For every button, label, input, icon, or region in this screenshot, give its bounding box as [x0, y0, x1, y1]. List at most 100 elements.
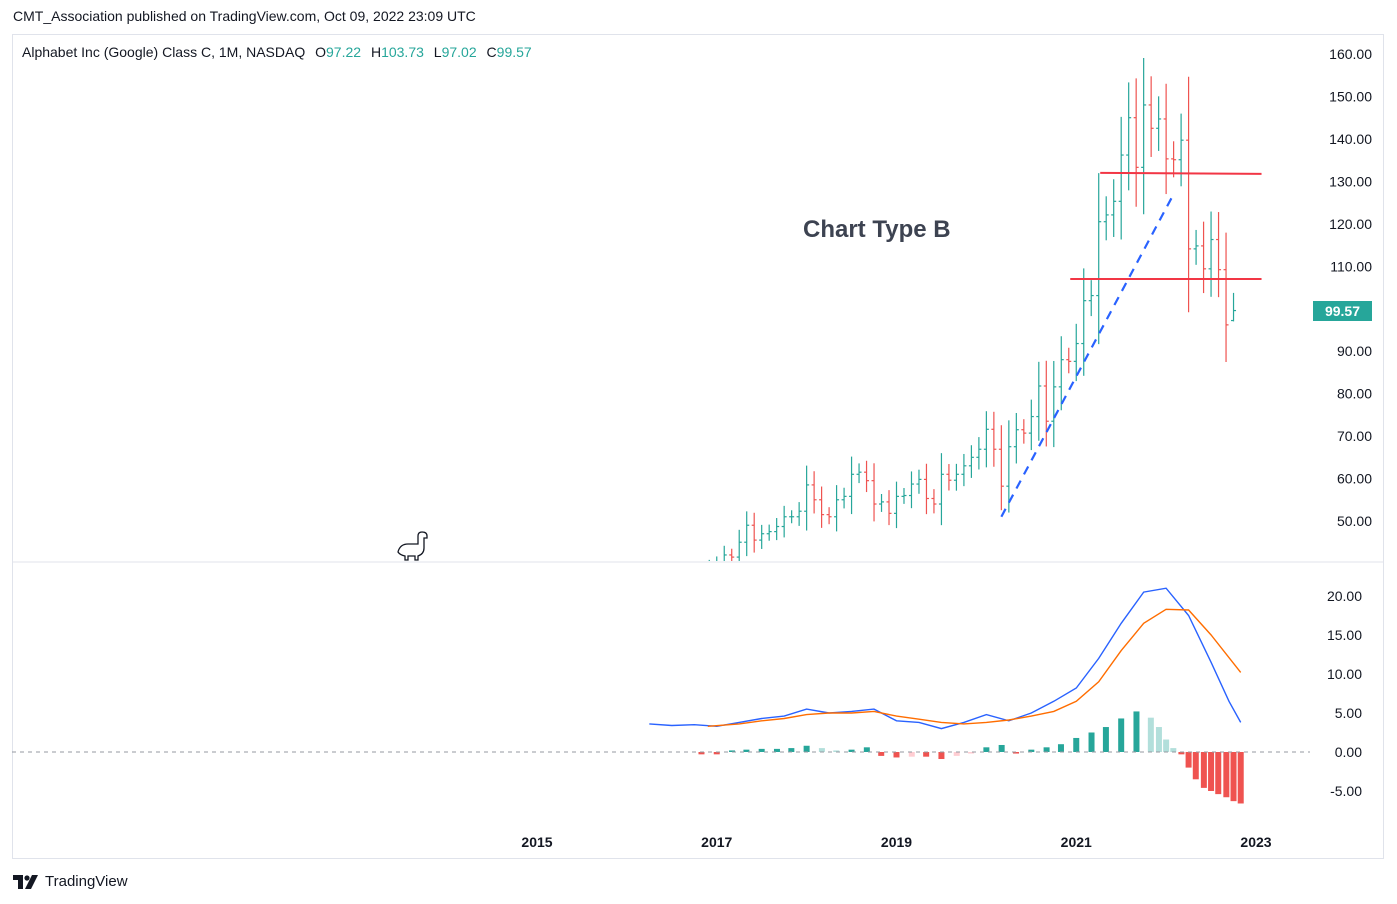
ohlc-bar — [819, 486, 825, 528]
ohlc-bar — [991, 411, 997, 467]
ohlc-bar — [961, 453, 967, 487]
ohlc-bar — [841, 487, 847, 509]
time-axis-tick: 2017 — [701, 834, 732, 850]
time-axis-tick: 2015 — [521, 834, 552, 850]
ohlc-bar — [983, 411, 989, 468]
ohlc-bar — [931, 489, 937, 514]
macd-histogram-bar — [1155, 727, 1162, 752]
ohlc-bar — [1103, 196, 1109, 241]
macd-histogram-bar — [1185, 752, 1192, 768]
price-axis-tick: 80.00 — [1337, 386, 1372, 402]
ohlc-bar — [716, 556, 718, 561]
signal-line — [707, 608, 1242, 727]
ohlc-bar — [976, 437, 982, 470]
price-axis-tick: 120.00 — [1329, 216, 1372, 232]
ohlc-bar — [879, 493, 885, 512]
ohlc-bar — [1223, 232, 1229, 362]
macd-line — [649, 587, 1242, 730]
macd-histogram-bar — [1013, 752, 1020, 754]
chart-annotation-text[interactable]: Chart Type B — [803, 216, 951, 243]
macd-histogram — [698, 711, 1244, 804]
macd-histogram-bar — [878, 752, 885, 756]
ohlc-bar — [938, 453, 944, 526]
macd-histogram-bar — [1208, 752, 1215, 791]
ohlc-bar — [1208, 211, 1214, 297]
ohlc-bar — [1081, 268, 1087, 376]
ohlc-bar — [1096, 173, 1102, 345]
ohlc-bar — [834, 485, 840, 532]
footer-brand[interactable]: TradingView — [13, 873, 128, 890]
ohlc-bar — [1163, 83, 1169, 195]
macd-histogram-bar — [968, 752, 975, 754]
macd-histogram-bar — [1133, 711, 1140, 752]
ohlc-bar — [1126, 82, 1132, 191]
legend-close-value: 99.57 — [496, 44, 532, 60]
ohlc-bar — [886, 490, 892, 526]
ohlc-bar — [751, 512, 757, 553]
macd-histogram-bar — [893, 752, 900, 758]
ohlc-bar — [708, 559, 710, 561]
macd-histogram-bar — [1237, 752, 1244, 804]
ohlc-bar — [1058, 336, 1064, 411]
macd-histogram-bar — [1102, 727, 1109, 752]
chart-frame — [12, 34, 1384, 859]
ohlc-bar — [1133, 78, 1139, 207]
ohlc-bar — [908, 471, 914, 509]
price-axis-tick: 150.00 — [1329, 88, 1372, 104]
ohlc-bar — [916, 469, 922, 494]
macd-histogram-bar — [1088, 732, 1095, 752]
macd-axis: -5.00 0.00 5.00 10.00 15.00 20.00 — [1327, 588, 1362, 799]
macd-histogram-bar — [1223, 752, 1230, 798]
ohlc-bar — [871, 463, 877, 522]
ohlc-bar — [894, 481, 899, 529]
macd-histogram-bar — [1200, 752, 1207, 788]
ohlc-bar — [766, 524, 772, 541]
legend-close-label: C — [486, 44, 497, 60]
legend-open-value: 97.22 — [326, 44, 362, 60]
ohlc-bar — [1073, 323, 1079, 382]
publish-header: CMT_Association published on TradingView… — [13, 8, 476, 24]
macd-histogram-bar — [923, 752, 930, 757]
ohlc-bar — [781, 505, 787, 538]
horizontal-level-line — [1100, 171, 1262, 175]
macd-histogram-bar — [803, 745, 810, 752]
time-axis-tick: 2023 — [1240, 834, 1271, 850]
ohlc-bar — [1178, 113, 1184, 187]
ohlc-bar — [901, 488, 907, 504]
ohlc-bar — [796, 502, 802, 526]
macd-histogram-bar — [848, 749, 855, 752]
macd-histogram-bar — [788, 748, 795, 752]
ohlc-bar — [864, 460, 870, 493]
ohlc-bar — [1216, 212, 1222, 298]
ohlc-bar — [804, 465, 810, 531]
legend-high-label: H — [370, 44, 382, 60]
ohlc-bar — [723, 545, 727, 561]
ohlc-bar — [774, 518, 780, 541]
legend-low-value: 97.02 — [441, 44, 477, 60]
footer-brand-label: TradingView — [45, 873, 128, 890]
ohlc-bar — [1156, 96, 1162, 151]
ohlc-bar — [923, 463, 929, 515]
macd-histogram-bar — [818, 748, 825, 752]
ohlc-bars — [708, 58, 1237, 561]
ohlc-bar — [826, 507, 832, 525]
ohlc-bar — [998, 425, 1004, 511]
ohlc-bar — [856, 463, 862, 484]
ohlc-bar — [1171, 141, 1177, 178]
ohlc-bar — [1231, 292, 1237, 322]
ohlc-bar — [1051, 360, 1057, 448]
tradingview-logo-icon — [13, 874, 38, 889]
ohlc-bar — [1148, 76, 1154, 157]
macd-histogram-bar — [1043, 747, 1050, 752]
time-axis-tick: 2021 — [1061, 834, 1092, 850]
symbol-name[interactable]: Alphabet Inc (Google) Class C, 1M, NASDA… — [22, 44, 306, 60]
ohlc-bar — [953, 463, 959, 491]
ohlc-bar — [1193, 229, 1199, 265]
macd-histogram-bar — [1163, 739, 1170, 752]
price-axis-tick: 50.00 — [1337, 513, 1372, 529]
legend-open-label: O — [315, 44, 327, 60]
last-price-tag: 99.57 — [1313, 301, 1372, 321]
legend-low-label: L — [433, 44, 442, 60]
macd-histogram-bar — [729, 750, 736, 752]
